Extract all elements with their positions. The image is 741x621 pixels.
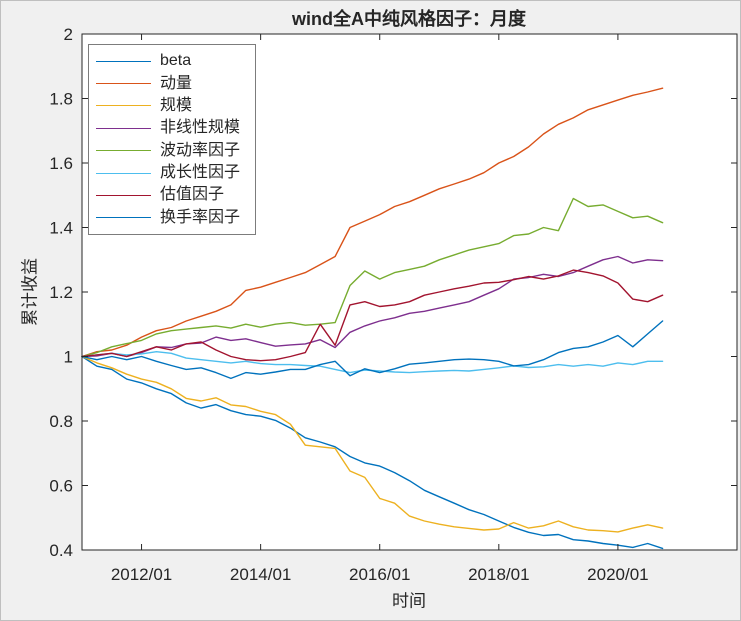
legend-item-turnover: 换手率因子 — [89, 208, 255, 228]
y-tick-label: 1 — [64, 348, 73, 367]
legend-swatch-line — [96, 194, 151, 196]
legend-item-beta: beta — [89, 51, 255, 71]
chart-title: wind全A中纯风格因子：月度 — [292, 9, 526, 29]
legend-item-valuation: 估值因子 — [89, 185, 255, 205]
y-tick-label: 1.2 — [49, 283, 73, 302]
legend-swatch-line — [96, 105, 151, 107]
legend-item-label: 非线性规模 — [160, 119, 241, 137]
y-tick-label: 1.4 — [49, 219, 73, 238]
x-tick-label: 2018/01 — [468, 565, 529, 584]
legend-swatch-line — [96, 127, 151, 129]
legend-swatch-line — [96, 60, 151, 62]
y-tick-label: 0.6 — [49, 477, 73, 496]
legend-item-label: beta — [160, 52, 192, 70]
series-line-size — [81, 355, 664, 533]
y-tick-label: 0.8 — [49, 412, 73, 431]
legend-item-nonlinear_size: 非线性规模 — [89, 118, 255, 138]
y-tick-label: 0.4 — [49, 541, 73, 560]
legend-swatch-line — [96, 172, 151, 174]
x-tick-label: 2016/01 — [349, 565, 410, 584]
x-axis-label: 时间 — [392, 591, 426, 611]
legend-swatch-line — [96, 150, 151, 152]
y-tick-label: 2 — [64, 25, 73, 44]
series-line-valuation — [81, 269, 664, 362]
legend-swatch-line — [96, 217, 151, 219]
legend-item-size: 规模 — [89, 96, 255, 116]
legend-item-label: 动量 — [160, 74, 193, 92]
legend-item-label: 成长性因子 — [160, 164, 241, 182]
legend: beta 动量规模非线性规模波动率因子成长性因子估值因子换手率因子 — [88, 44, 256, 235]
y-tick-label: 1.6 — [49, 154, 73, 173]
legend-item-momentum: 动量 — [89, 74, 255, 94]
legend-item-growth: 成长性因子 — [89, 163, 255, 183]
series-line-beta — [81, 355, 664, 550]
legend-item-label: 估值因子 — [160, 186, 225, 204]
series-line-momentum — [81, 87, 664, 358]
y-tick-label: 1.8 — [49, 90, 73, 109]
legend-item-volatility: 波动率因子 — [89, 141, 255, 161]
x-tick-label: 2014/01 — [230, 565, 291, 584]
series-line-volatility — [81, 197, 664, 358]
x-tick-label: 2020/01 — [587, 565, 648, 584]
legend-item-label: 换手率因子 — [160, 208, 241, 226]
legend-item-label: 规模 — [160, 96, 193, 114]
y-axis-label: 累计收益 — [20, 258, 40, 326]
series-line-nonlinear_size — [81, 255, 664, 358]
x-tick-label: 2012/01 — [111, 565, 172, 584]
legend-swatch-line — [96, 83, 151, 85]
series-line-turnover — [81, 320, 664, 380]
legend-item-label: 波动率因子 — [160, 141, 241, 159]
